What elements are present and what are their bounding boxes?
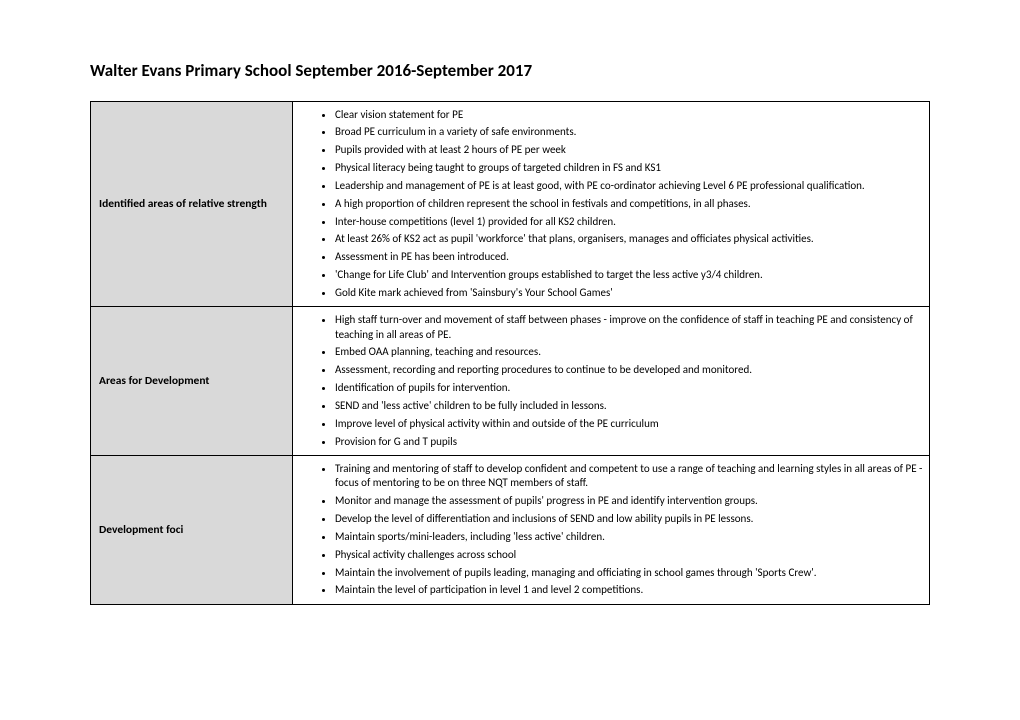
list-item: Inter-house competitions (level 1) provi… — [335, 213, 925, 231]
row-content: High staff turn-over and movement of sta… — [293, 307, 930, 456]
list-item: Monitor and manage the assessment of pup… — [335, 493, 925, 511]
list-item: Physical literacy being taught to groups… — [335, 160, 925, 178]
list-item: Maintain the involvement of pupils leadi… — [335, 564, 925, 582]
list-item: Maintain sports/mini-leaders, including … — [335, 528, 925, 546]
list-item: At least 26% of KS2 act as pupil 'workfo… — [335, 231, 925, 249]
list-item: Broad PE curriculum in a variety of safe… — [335, 124, 925, 142]
list-item: Provision for G and T pupils — [335, 433, 925, 451]
list-item: A high proportion of children represent … — [335, 195, 925, 213]
row-content: Clear vision statement for PEBroad PE cu… — [293, 102, 930, 307]
list-item: Pupils provided with at least 2 hours of… — [335, 142, 925, 160]
row-content: Training and mentoring of staff to devel… — [293, 456, 930, 605]
list-item: Develop the level of differentiation and… — [335, 511, 925, 529]
row-label: Areas for Development — [91, 307, 293, 456]
list-item: Improve level of physical activity withi… — [335, 415, 925, 433]
list-item: High staff turn-over and movement of sta… — [335, 311, 925, 344]
list-item: Gold Kite mark achieved from 'Sainsbury'… — [335, 284, 925, 302]
list-item: Training and mentoring of staff to devel… — [335, 460, 925, 493]
list-item: SEND and 'less active' children to be fu… — [335, 398, 925, 416]
list-item: Identification of pupils for interventio… — [335, 380, 925, 398]
list-item: Leadership and management of PE is at le… — [335, 177, 925, 195]
main-table: Identified areas of relative strengthCle… — [90, 101, 930, 605]
list-item: Maintain the level of participation in l… — [335, 582, 925, 600]
list-item: Clear vision statement for PE — [335, 106, 925, 124]
list-item: Assessment in PE has been introduced. — [335, 249, 925, 267]
row-label: Development foci — [91, 456, 293, 605]
page-title: Walter Evans Primary School September 20… — [90, 60, 930, 81]
row-label: Identified areas of relative strength — [91, 102, 293, 307]
list-item: Assessment, recording and reporting proc… — [335, 362, 925, 380]
list-item: 'Change for Life Club' and Intervention … — [335, 267, 925, 285]
list-item: Embed OAA planning, teaching and resourc… — [335, 344, 925, 362]
list-item: Physical activity challenges across scho… — [335, 546, 925, 564]
